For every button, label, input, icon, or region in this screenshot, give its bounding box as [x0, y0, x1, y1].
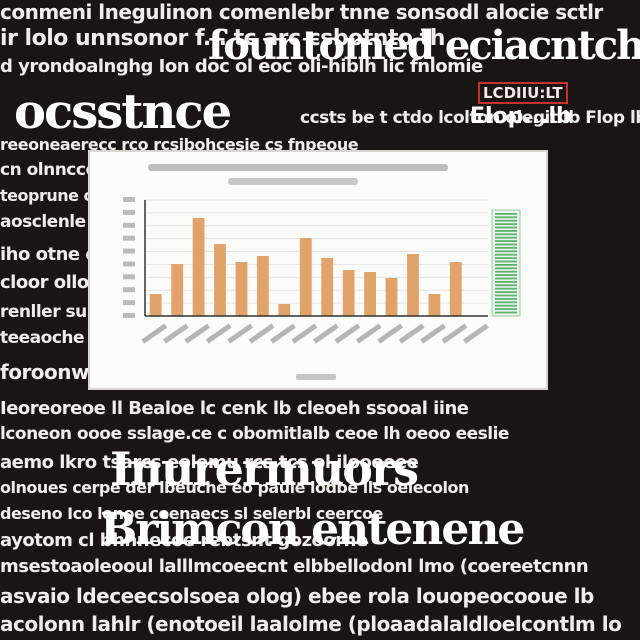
headline-top: fountomed eciacntch [208, 22, 640, 69]
legend-swatch-stripe [495, 264, 517, 266]
legend-swatch-stripe [495, 284, 517, 287]
legend-swatch-stripe [495, 236, 517, 239]
text-row: d yrondoalnghg Ion doc ol eoc oli-hiblh … [0, 56, 483, 77]
bar [342, 270, 355, 316]
legend-swatch-stripe [495, 291, 517, 293]
bar [385, 278, 398, 316]
legend-swatch-stripe [495, 230, 517, 232]
y-tick-label [123, 197, 135, 202]
text-row: conmeni lnegulinon comenlebr tnne sonsod… [0, 0, 603, 24]
legend-swatch-stripe [495, 257, 517, 259]
x-tick-label [184, 323, 211, 344]
headline-middle: Inurermuors [110, 442, 419, 496]
text-row: ccsts be t ctdo lcolton olegit ib Flop l… [300, 108, 640, 128]
text-row: asvaio ldeceecsolsoea olog) ebee rola lo… [0, 584, 594, 608]
bar [278, 304, 291, 316]
legend-swatch-stripe [495, 298, 517, 300]
bar [235, 262, 248, 316]
bar [407, 254, 419, 316]
y-tick-label [123, 274, 135, 280]
legend-swatch-stripe [495, 223, 517, 225]
legend-swatch-stripe [495, 243, 517, 246]
x-tick-label [162, 323, 189, 344]
bar [149, 294, 162, 316]
legend-swatch-stripe [495, 294, 517, 297]
x-tick-label [291, 323, 318, 344]
y-tick-label [123, 235, 135, 241]
x-tick-label [355, 323, 382, 344]
x-tick-label [377, 323, 404, 344]
bar [321, 258, 334, 316]
legend-swatch-stripe [495, 260, 517, 263]
text-row: msestoaoleooul lalllmcoeecnt elbbellodon… [0, 556, 589, 577]
y-tick-label [123, 313, 135, 318]
text-row: acolonn lahlr (enotoeil laalolme (ploaad… [0, 612, 622, 636]
legend-swatch-stripe [495, 274, 517, 276]
legend-swatch-stripe [495, 213, 517, 215]
red-outlined-tag: LCDIIU:LT [478, 82, 568, 104]
y-tick-label [123, 261, 135, 267]
y-tick-label [123, 300, 135, 306]
legend-swatch-stripe [495, 267, 517, 270]
legend-swatch-stripe [495, 240, 517, 242]
chart-panel [88, 150, 548, 390]
y-tick-label [123, 248, 135, 254]
text-row: ayotom cl bhnnecoe rebtsnt gozoorne [0, 530, 368, 551]
x-tick-label [205, 323, 232, 344]
x-tick-label [463, 323, 489, 344]
legend-swatch-stripe [495, 247, 517, 249]
text-row: Ieoreoreoe ll Bealoe lc cenk lb cleoeh s… [0, 398, 469, 419]
bar [449, 262, 462, 316]
legend-swatch-stripe [495, 304, 517, 307]
x-tick-label [441, 323, 468, 344]
blurred-axis-title [296, 374, 336, 380]
legend-swatch-stripe [495, 250, 517, 253]
x-tick-label [227, 323, 254, 344]
legend-swatch-stripe [495, 277, 517, 280]
legend-swatch-stripe [495, 226, 517, 229]
legend-swatch-stripe [495, 253, 517, 256]
x-tick-label [420, 323, 446, 344]
bar [192, 218, 205, 316]
legend-swatch [491, 209, 521, 317]
text-row: lconeon oooe sslage.ce c obomitlalb ceoe… [0, 424, 509, 444]
headline-bottom: Brimcon entenene [100, 504, 525, 555]
legend-swatch-stripe [495, 233, 517, 236]
legend-swatch-stripe [495, 311, 517, 314]
bar [428, 294, 441, 316]
x-tick-label [398, 323, 425, 344]
legend-swatch-stripe [495, 308, 517, 310]
text-row: reeoneaerecc rco rcsibohcesie cs fnpeoue [0, 135, 359, 154]
headline-left: ocsstnce [14, 84, 232, 140]
x-tick-label [312, 323, 339, 344]
right-tag: Elop...lb [470, 104, 572, 129]
bar [364, 272, 376, 316]
legend-swatch-stripe [495, 301, 517, 304]
y-tick-label [123, 287, 135, 293]
legend-swatch-stripe [495, 216, 517, 219]
x-tick-label [334, 323, 361, 344]
legend-swatch-stripe [495, 287, 517, 290]
blurred-title-line [148, 164, 448, 171]
bar [171, 264, 184, 316]
bar-chart [123, 164, 521, 380]
x-tick-label [248, 323, 275, 344]
text-row: aemo lkro tsarcs eolemu rcs tcs ol ilooo… [0, 452, 419, 473]
x-tick-label [270, 323, 296, 344]
text-row: deseno Ico lonoe ceenaecs sl selerbl cee… [0, 504, 383, 523]
y-tick-label [123, 222, 135, 228]
x-tick-label [141, 323, 168, 344]
y-tick-label [123, 209, 135, 215]
blurred-subtitle-line [228, 178, 358, 185]
legend-swatch-stripe [495, 281, 517, 283]
legend-swatch-stripe [495, 270, 517, 273]
text-row: olnoues cerpe der lbeuche eo paule lodbe… [0, 478, 469, 497]
bar [299, 238, 312, 316]
text-row: ir lolo unnsonor f... tc arc csbotnto th [0, 26, 445, 51]
bar [257, 256, 269, 316]
legend-swatch-stripe [495, 219, 517, 222]
bar [214, 244, 226, 316]
